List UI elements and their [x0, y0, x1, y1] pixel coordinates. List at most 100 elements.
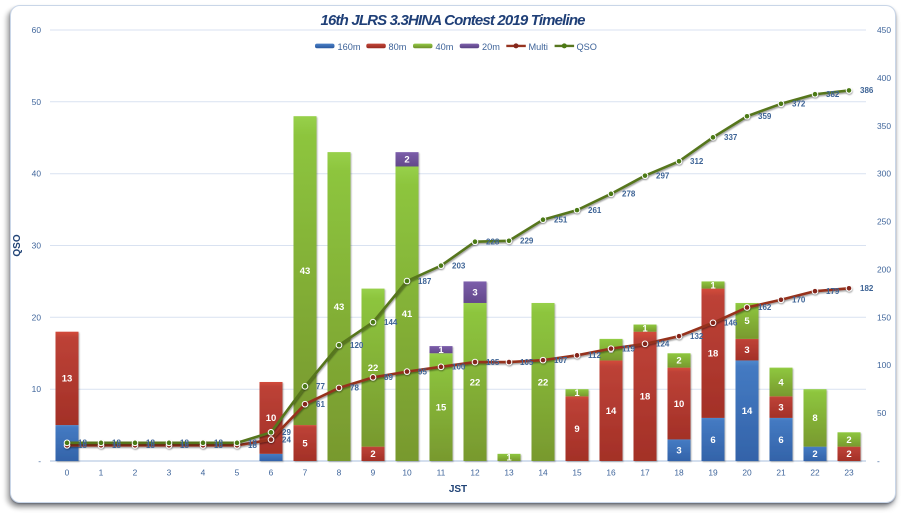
svg-text:18: 18	[78, 441, 87, 450]
svg-text:10: 10	[674, 399, 685, 410]
svg-text:18: 18	[146, 441, 155, 450]
svg-text:400: 400	[877, 73, 891, 83]
svg-text:250: 250	[877, 217, 891, 227]
svg-text:40m: 40m	[436, 42, 454, 52]
svg-text:5: 5	[235, 468, 240, 478]
svg-text:2: 2	[812, 449, 817, 460]
svg-text:2: 2	[846, 449, 851, 460]
svg-text:200: 200	[877, 264, 891, 274]
svg-text:170: 170	[792, 296, 806, 305]
svg-text:50: 50	[32, 97, 42, 107]
svg-text:350: 350	[877, 121, 891, 131]
svg-text:2: 2	[370, 449, 375, 460]
svg-text:18: 18	[112, 439, 121, 448]
svg-text:2: 2	[133, 468, 138, 478]
svg-text:10: 10	[266, 413, 277, 424]
svg-text:30: 30	[32, 241, 42, 251]
svg-text:40: 40	[32, 169, 42, 179]
svg-text:JST: JST	[449, 484, 467, 495]
svg-text:1: 1	[99, 468, 104, 478]
svg-text:251: 251	[554, 216, 568, 225]
svg-text:1: 1	[710, 280, 716, 291]
svg-text:15: 15	[572, 468, 582, 478]
svg-text:372: 372	[792, 100, 806, 109]
svg-text:QSO: QSO	[577, 42, 597, 52]
svg-text:18: 18	[146, 439, 155, 448]
svg-text:182: 182	[860, 284, 874, 293]
svg-text:18: 18	[214, 439, 223, 448]
svg-text:228: 228	[486, 238, 500, 247]
svg-text:5: 5	[302, 438, 308, 449]
svg-text:78: 78	[350, 384, 359, 393]
svg-text:14: 14	[742, 406, 753, 417]
svg-text:10: 10	[402, 468, 412, 478]
svg-text:2: 2	[846, 435, 851, 446]
svg-text:50: 50	[877, 408, 887, 418]
svg-text:100: 100	[452, 363, 466, 372]
svg-text:112: 112	[588, 351, 601, 360]
svg-text:22: 22	[368, 363, 379, 374]
svg-text:18: 18	[112, 441, 121, 450]
svg-text:18: 18	[248, 441, 257, 450]
svg-text:21: 21	[776, 468, 786, 478]
svg-text:20: 20	[32, 312, 42, 322]
svg-text:261: 261	[588, 206, 602, 215]
svg-text:18: 18	[248, 439, 257, 448]
svg-text:43: 43	[334, 302, 345, 313]
svg-text:105: 105	[520, 358, 534, 367]
svg-text:95: 95	[418, 367, 427, 376]
svg-text:14: 14	[538, 468, 548, 478]
svg-text:1: 1	[506, 453, 512, 464]
svg-text:60: 60	[32, 25, 42, 35]
svg-text:6: 6	[710, 435, 715, 446]
svg-text:4: 4	[201, 468, 206, 478]
svg-text:107: 107	[554, 356, 568, 365]
svg-text:14: 14	[606, 406, 617, 417]
svg-text:160m: 160m	[338, 42, 361, 52]
svg-text:18: 18	[640, 392, 651, 403]
svg-text:0: 0	[65, 468, 70, 478]
svg-text:24: 24	[282, 435, 291, 444]
svg-text:16: 16	[606, 468, 616, 478]
svg-text:146: 146	[724, 319, 738, 328]
svg-text:450: 450	[877, 25, 891, 35]
svg-text:19: 19	[708, 468, 718, 478]
svg-text:312: 312	[690, 157, 704, 166]
svg-text:89: 89	[384, 373, 393, 382]
svg-text:QSO: QSO	[12, 234, 23, 256]
svg-text:100: 100	[877, 360, 891, 370]
svg-text:105: 105	[486, 358, 500, 367]
svg-text:23: 23	[844, 468, 854, 478]
svg-text:29: 29	[282, 428, 291, 437]
svg-text:18: 18	[214, 441, 223, 450]
svg-text:162: 162	[758, 303, 772, 312]
svg-text:18: 18	[180, 441, 189, 450]
svg-text:6: 6	[778, 435, 783, 446]
svg-text:1: 1	[642, 323, 648, 334]
svg-text:179: 179	[826, 287, 840, 296]
svg-text:80m: 80m	[389, 42, 407, 52]
svg-text:119: 119	[622, 344, 635, 353]
svg-text:20: 20	[742, 468, 752, 478]
svg-text:120: 120	[350, 341, 364, 350]
svg-text:77: 77	[316, 382, 325, 391]
svg-text:2: 2	[404, 155, 409, 166]
svg-text:8: 8	[812, 413, 817, 424]
svg-text:22: 22	[470, 377, 481, 388]
svg-text:278: 278	[622, 190, 636, 199]
svg-text:18: 18	[708, 349, 719, 360]
svg-text:11: 11	[437, 468, 446, 478]
svg-text:337: 337	[724, 133, 738, 142]
svg-text:1: 1	[438, 345, 444, 356]
svg-text:229: 229	[520, 237, 534, 246]
svg-text:386: 386	[860, 86, 874, 95]
svg-text:15: 15	[436, 402, 447, 413]
svg-text:-: -	[38, 456, 41, 466]
svg-text:10: 10	[32, 384, 42, 394]
svg-text:13: 13	[62, 374, 73, 385]
svg-text:22: 22	[538, 377, 549, 388]
svg-text:Multi: Multi	[529, 42, 548, 52]
svg-text:16th JLRS 3.3HINA Contest 2019: 16th JLRS 3.3HINA Contest 2019 Timeline	[321, 12, 586, 29]
svg-text:7: 7	[303, 468, 308, 478]
svg-text:1: 1	[574, 388, 580, 399]
